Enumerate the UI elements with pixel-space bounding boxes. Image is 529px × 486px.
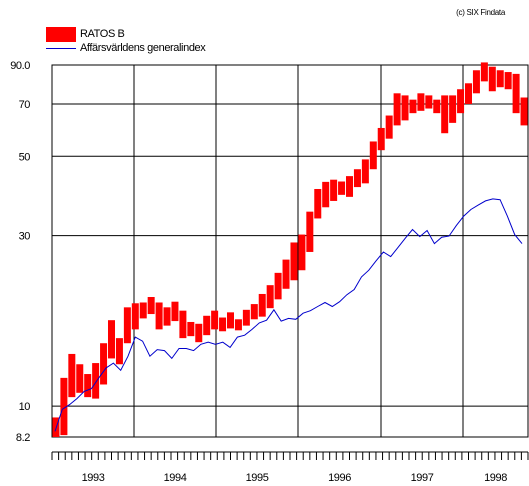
- price-range-bar: [84, 374, 92, 398]
- price-range-bar: [76, 364, 84, 393]
- price-range-bar: [385, 115, 393, 139]
- y-tick-label: 90.0: [10, 60, 30, 72]
- price-range-bar: [433, 99, 441, 114]
- price-range-bar: [163, 307, 171, 326]
- price-range-bar: [465, 83, 472, 105]
- price-range-bar: [100, 343, 108, 385]
- price-range-bar: [338, 181, 346, 195]
- price-range-bar: [369, 141, 377, 170]
- legend-swatch-line: [46, 47, 76, 49]
- price-range-bar: [449, 95, 457, 123]
- price-range-bar: [512, 73, 520, 114]
- price-range-bar: [115, 338, 123, 365]
- price-range-bar: [480, 62, 488, 82]
- price-range-bar: [306, 211, 314, 252]
- price-range-bar: [346, 176, 353, 197]
- price-range-bar: [520, 97, 528, 126]
- price-range-bar: [187, 321, 195, 337]
- price-range-bar: [496, 70, 504, 88]
- price-range-bar: [227, 312, 234, 329]
- price-range-bar: [401, 95, 409, 121]
- copyright-notice: (c) SIX Findata: [456, 8, 505, 17]
- y-tick-label: 70: [19, 99, 31, 111]
- price-range-bar: [139, 302, 147, 319]
- price-range-bar: [250, 304, 258, 320]
- price-range-bar: [131, 303, 139, 330]
- price-range-bar: [457, 89, 465, 114]
- price-range-bar: [123, 307, 131, 344]
- price-range-bar: [417, 93, 425, 111]
- price-range-bar: [92, 363, 100, 399]
- x-year-label: 1993: [82, 472, 105, 484]
- x-year-label: 1995: [246, 472, 269, 484]
- price-range-bar: [488, 66, 496, 92]
- price-range-bar: [322, 181, 330, 208]
- legend-swatch-bars: [46, 26, 76, 42]
- legend-item-ratos: RATOS B: [46, 26, 205, 42]
- legend-label-ratos: RATOS B: [80, 28, 125, 40]
- price-range-bar: [282, 259, 290, 289]
- price-range-bar: [242, 309, 250, 326]
- legend: RATOS B Affärsvärldens generalindex: [46, 26, 206, 55]
- price-range-bar: [393, 93, 401, 126]
- price-range-bar: [258, 293, 266, 317]
- price-range-bar: [504, 72, 512, 90]
- x-year-label: 1997: [411, 472, 434, 484]
- legend-label-index: Affärsvärldens generalindex: [80, 42, 206, 54]
- price-range-bar: [314, 188, 322, 219]
- price-range-bar: [377, 127, 385, 151]
- price-range-bar: [203, 315, 211, 336]
- y-tick-label: 30: [19, 231, 31, 243]
- price-range-bar: [179, 310, 187, 339]
- y-tick-label: 50: [19, 151, 31, 163]
- price-range-bar: [290, 242, 298, 281]
- price-range-bar: [472, 70, 480, 94]
- price-range-bar: [330, 179, 338, 201]
- price-range-bar: [147, 297, 155, 315]
- x-year-label: 1994: [164, 472, 187, 484]
- x-year-label: 1996: [328, 472, 351, 484]
- y-tick-label: 10: [19, 401, 31, 413]
- y-tick-label: 8.2: [16, 432, 30, 444]
- index-line: [54, 198, 523, 432]
- price-range-bar: [211, 310, 219, 330]
- price-range-bar: [108, 320, 115, 359]
- price-range-bar: [195, 323, 203, 343]
- plot-frame: [51, 64, 529, 438]
- price-range-bar: [68, 353, 76, 398]
- price-range-bar: [266, 285, 274, 309]
- price-range-bar: [60, 377, 68, 436]
- x-year-label: 1998: [484, 472, 507, 484]
- price-range-bar: [155, 302, 163, 330]
- price-range-bar: [219, 317, 227, 332]
- price-range-bar: [234, 319, 242, 331]
- price-range-bar: [274, 272, 282, 300]
- price-range-bar: [298, 234, 306, 271]
- price-range-bar: [441, 95, 449, 134]
- legend-item-index: Affärsvärldens generalindex: [46, 41, 206, 55]
- price-range-bar: [409, 99, 417, 114]
- price-range-bar: [353, 169, 361, 188]
- price-range-bar: [425, 95, 433, 109]
- price-range-bar: [171, 301, 179, 322]
- price-range-bar: [361, 159, 369, 184]
